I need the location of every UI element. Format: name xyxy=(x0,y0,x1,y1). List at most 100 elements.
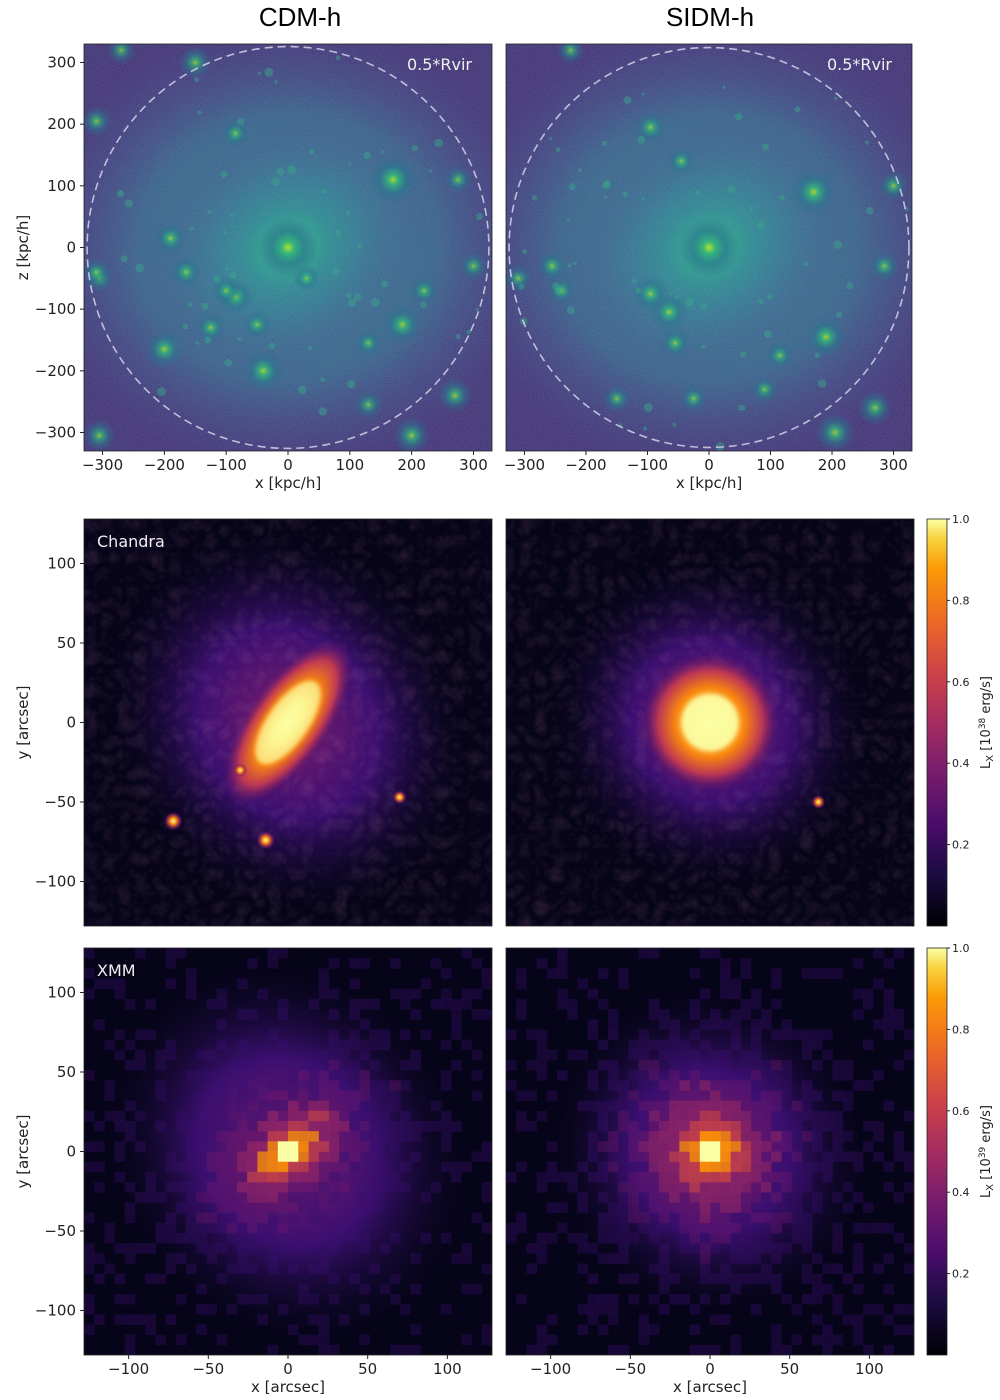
pixel xyxy=(771,1212,782,1224)
pixel xyxy=(852,988,864,1000)
pixel xyxy=(430,1100,442,1112)
pixel xyxy=(730,1039,741,1051)
pixel xyxy=(771,1334,782,1346)
subhalo-small xyxy=(434,138,444,148)
pixel xyxy=(400,1344,411,1355)
pixel xyxy=(699,1039,711,1051)
subhalo-small xyxy=(794,106,801,113)
pixel xyxy=(226,1171,238,1183)
pixel xyxy=(165,948,177,959)
pixel xyxy=(618,1100,629,1112)
pixel xyxy=(771,1110,782,1122)
pixel xyxy=(689,1324,701,1336)
pixel xyxy=(216,988,228,1000)
pixel xyxy=(720,1110,731,1122)
pixel xyxy=(165,1232,177,1244)
pixel xyxy=(710,1120,721,1132)
pixel xyxy=(730,1202,741,1213)
pixel xyxy=(267,1192,279,1203)
pixel xyxy=(298,1232,309,1244)
pixel xyxy=(648,1100,660,1112)
pixel xyxy=(196,1304,207,1315)
pixel xyxy=(761,1141,772,1152)
pixel xyxy=(832,1243,843,1254)
pixel xyxy=(710,1171,721,1183)
pixel xyxy=(699,1222,711,1234)
pixel xyxy=(516,1212,527,1224)
pixel xyxy=(288,1324,299,1336)
pixel xyxy=(608,1222,619,1234)
pixel xyxy=(557,988,568,1000)
x-axis-label: x [kpc/h] xyxy=(676,474,742,492)
subhalo xyxy=(749,374,779,404)
pixel xyxy=(471,1009,483,1020)
pixel xyxy=(587,1151,599,1163)
pixel xyxy=(267,1131,279,1142)
pixel xyxy=(461,998,472,1010)
pixel xyxy=(689,1090,701,1102)
pixel xyxy=(288,1080,299,1091)
pixel xyxy=(638,1212,650,1224)
subhalo-small xyxy=(348,162,352,166)
pixel xyxy=(247,1171,258,1183)
pixel xyxy=(699,1019,711,1030)
subhalo-small xyxy=(268,342,275,350)
pixel xyxy=(628,1182,639,1193)
pixel xyxy=(852,1314,864,1325)
subhalo-small xyxy=(803,261,809,267)
pixel xyxy=(359,1080,370,1091)
pixel xyxy=(883,1283,894,1295)
subhalo-small xyxy=(182,323,188,330)
pixel xyxy=(873,1151,884,1163)
pixel xyxy=(165,1222,177,1234)
pixel xyxy=(648,1151,660,1163)
pixel xyxy=(288,1161,299,1173)
pixel xyxy=(379,1283,391,1295)
pixel xyxy=(669,1141,680,1152)
pixel xyxy=(390,958,401,969)
pixel xyxy=(237,1100,248,1112)
pixel xyxy=(699,1243,711,1254)
pixel xyxy=(390,1131,401,1142)
pixel xyxy=(390,1120,401,1132)
pixel xyxy=(740,1182,752,1193)
pixel xyxy=(557,1171,568,1183)
pixel xyxy=(618,1273,629,1285)
pixel xyxy=(761,1059,772,1071)
pixel xyxy=(730,1334,741,1346)
subhalo-small xyxy=(476,213,484,221)
pixel xyxy=(669,1039,680,1051)
pixel xyxy=(471,1049,483,1061)
y-tick-label: 100 xyxy=(47,177,76,195)
pixel xyxy=(237,1192,248,1203)
pixel xyxy=(288,1090,299,1102)
pixel xyxy=(369,1131,381,1142)
pixel xyxy=(410,1151,421,1163)
column-title-1: SIDM-h xyxy=(666,2,754,32)
pixel xyxy=(298,1070,309,1081)
pixel xyxy=(730,1222,741,1234)
pixel xyxy=(328,1029,340,1040)
pixel xyxy=(689,1131,701,1142)
pixel xyxy=(196,1202,207,1213)
pixel xyxy=(812,1141,823,1152)
pixel xyxy=(267,1100,279,1112)
pixel xyxy=(587,1131,599,1142)
pixel xyxy=(699,948,711,959)
pixel xyxy=(277,1100,289,1112)
subhalo-small xyxy=(641,197,645,201)
pixel xyxy=(740,1100,752,1112)
subhalo-small xyxy=(756,220,765,229)
pixel xyxy=(536,1182,548,1193)
pixel xyxy=(618,1131,629,1142)
pixel xyxy=(638,1182,650,1193)
pixel xyxy=(318,1080,330,1091)
pixel xyxy=(832,1141,843,1152)
pixel xyxy=(852,1253,864,1264)
pixel xyxy=(359,1039,370,1051)
pixel xyxy=(441,1070,452,1081)
pixel xyxy=(114,1171,126,1183)
pixel xyxy=(801,1029,813,1040)
pixel xyxy=(638,1222,650,1234)
pixel xyxy=(155,1090,166,1102)
